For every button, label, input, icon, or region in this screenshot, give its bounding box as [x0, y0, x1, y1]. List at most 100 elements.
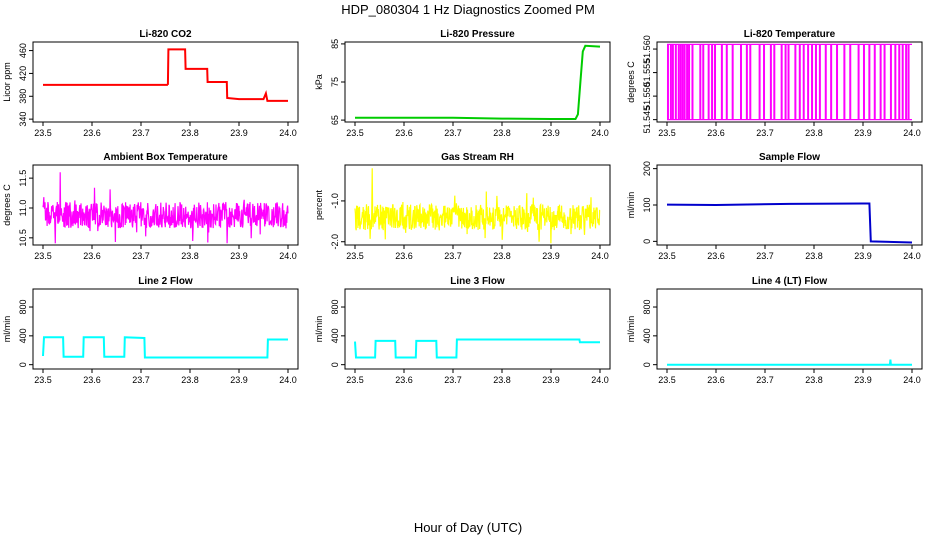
x-tick-label: 23.5 — [34, 251, 52, 261]
chart-data-group — [354, 168, 601, 244]
series-line — [667, 359, 912, 366]
chart-panel: Li-820 Pressure 23.5 23.6 23.7 23.8 23.9 24.0 6… — [314, 29, 611, 138]
y-tick-label: 0 — [642, 362, 652, 367]
chart-title: Gas Stream RH — [441, 152, 514, 163]
x-tick-label: 23.5 — [658, 251, 676, 261]
y-tick-label: 75 — [330, 77, 340, 87]
x-tick-label: 23.9 — [230, 251, 248, 261]
x-tick-label: 23.9 — [542, 128, 560, 138]
x-tick-label: 23.7 — [132, 375, 150, 385]
chart-panel: Li-820 Temperature 23.5 23.6 23.7 23.8 23.9 24… — [626, 29, 923, 138]
x-tick-label: 23.8 — [493, 375, 511, 385]
y-tick-label: -1.0 — [330, 193, 340, 209]
x-tick-label: 23.6 — [83, 375, 101, 385]
chart-data-group — [43, 48, 288, 102]
y-axis-label: degrees C — [2, 184, 12, 226]
plot-frame — [344, 288, 611, 370]
y-tick-label: 85 — [330, 39, 340, 49]
plot-frame — [32, 41, 299, 123]
figure-title: HDP_080304 1 Hz Diagnostics Zoomed PM — [341, 2, 595, 17]
chart-title: Line 3 Flow — [450, 276, 505, 287]
chart-data-group — [667, 359, 912, 366]
x-tick-label: 24.0 — [591, 251, 609, 261]
x-tick-label: 23.7 — [444, 375, 462, 385]
y-axis-label: degrees C — [626, 61, 636, 103]
plot-frame — [656, 41, 923, 123]
x-tick-label: 24.0 — [279, 128, 297, 138]
chart-title: Li-820 Temperature — [744, 29, 836, 40]
chart-title: Ambient Box Temperature — [103, 152, 228, 163]
plot-frame — [32, 288, 299, 370]
y-tick-label: 400 — [18, 328, 28, 343]
chart-panel: Ambient Box Temperature 23.5 23.6 23.7 23.8 2… — [2, 152, 299, 261]
chart-title: Line 2 Flow — [138, 276, 193, 287]
y-tick-label: 800 — [330, 300, 340, 315]
series-line — [355, 44, 601, 120]
series-line — [166, 48, 288, 102]
chart-panel: Li-820 CO2 23.5 23.6 23.7 23.8 23.9 24.0 340 380… — [2, 29, 299, 138]
chart-data-group — [355, 44, 601, 120]
x-tick-label: 23.8 — [805, 251, 823, 261]
x-tick-label: 23.9 — [854, 375, 872, 385]
y-axis-label: Licor ppm — [2, 62, 12, 102]
x-tick-label: 24.0 — [591, 128, 609, 138]
x-tick-label: 24.0 — [279, 251, 297, 261]
x-tick-label: 23.8 — [181, 251, 199, 261]
x-tick-label: 23.8 — [805, 128, 823, 138]
x-tick-label: 23.8 — [181, 128, 199, 138]
x-tick-label: 23.6 — [395, 251, 413, 261]
panel-grid: Li-820 CO2 23.5 23.6 23.7 23.8 23.9 24.0 340 380… — [2, 29, 923, 385]
series-line — [354, 338, 600, 359]
x-tick-label: 23.5 — [34, 128, 52, 138]
y-tick-label: 51.555 — [642, 59, 652, 87]
x-tick-label: 24.0 — [903, 251, 921, 261]
x-tick-label: 23.9 — [542, 375, 560, 385]
series-line — [666, 202, 913, 244]
plot-frame — [344, 164, 611, 246]
x-tick-label: 23.5 — [658, 128, 676, 138]
plot-frame — [656, 288, 923, 370]
y-tick-label: 51.550 — [642, 82, 652, 110]
y-tick-label: 11.5 — [18, 170, 28, 187]
x-tick-label: 23.5 — [34, 375, 52, 385]
y-tick-label: 340 — [18, 112, 28, 127]
series-line — [42, 336, 288, 359]
y-tick-label: 420 — [18, 66, 28, 81]
x-tick-label: 24.0 — [903, 128, 921, 138]
y-tick-label: 460 — [18, 43, 28, 58]
chart-title: Li-820 Pressure — [440, 29, 515, 40]
x-tick-label: 23.9 — [542, 251, 560, 261]
chart-title: Line 4 (LT) Flow — [752, 276, 828, 287]
y-axis-label: ml/min — [626, 316, 636, 343]
y-tick-label: 100 — [642, 197, 652, 212]
x-tick-label: 23.7 — [132, 128, 150, 138]
x-tick-label: 23.7 — [756, 251, 774, 261]
x-tick-label: 23.5 — [346, 251, 364, 261]
x-tick-label: 24.0 — [591, 375, 609, 385]
x-tick-label: 24.0 — [279, 375, 297, 385]
x-tick-label: 24.0 — [903, 375, 921, 385]
chart-panel: Line 3 Flow 23.5 23.6 23.7 23.8 23.9 24.0 0 400 8… — [314, 276, 611, 385]
y-axis-label: kPa — [314, 74, 324, 90]
x-tick-label: 23.8 — [805, 375, 823, 385]
chart-data-group — [42, 336, 288, 359]
y-tick-label: 10.5 — [18, 229, 28, 247]
x-tick-label: 23.9 — [854, 128, 872, 138]
y-axis-label: ml/min — [314, 316, 324, 343]
y-tick-label: 380 — [18, 89, 28, 104]
x-tick-label: 23.7 — [756, 375, 774, 385]
y-tick-label: 400 — [330, 328, 340, 343]
y-tick-label: 400 — [642, 328, 652, 343]
x-tick-label: 23.7 — [444, 128, 462, 138]
y-tick-label: 0 — [18, 362, 28, 367]
chart-title: Sample Flow — [759, 152, 820, 163]
x-tick-label: 23.6 — [83, 128, 101, 138]
y-tick-label: 0 — [642, 239, 652, 244]
plot-frame — [32, 164, 299, 246]
y-tick-label: 0 — [330, 362, 340, 367]
x-tick-label: 23.7 — [444, 251, 462, 261]
y-tick-label: 11.0 — [18, 200, 28, 217]
x-tick-label: 23.8 — [181, 375, 199, 385]
figure-xlabel: Hour of Day (UTC) — [414, 520, 522, 535]
